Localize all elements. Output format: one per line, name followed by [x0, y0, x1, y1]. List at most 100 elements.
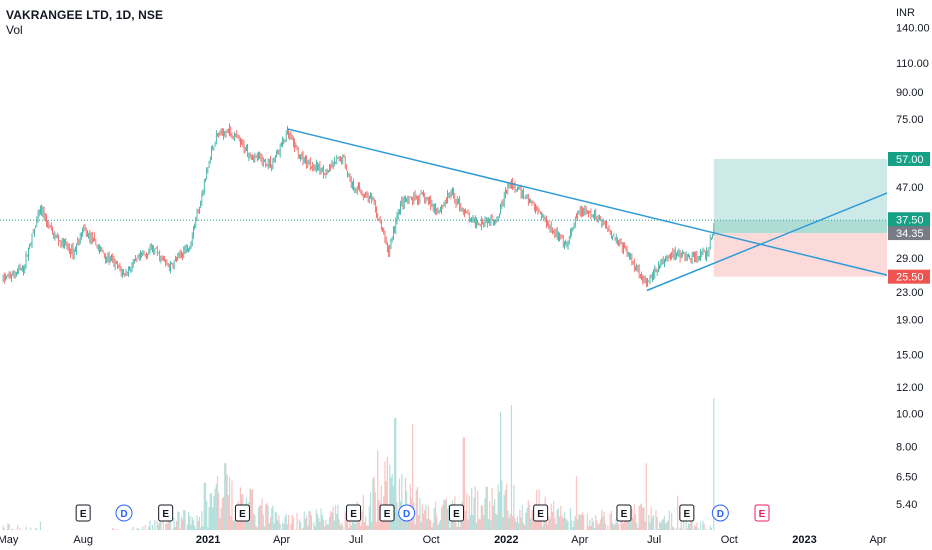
volume-bar — [499, 411, 502, 541]
volume-bar — [173, 518, 175, 541]
volume-bar — [344, 511, 346, 541]
volume-bar — [160, 516, 162, 541]
volume-bar — [445, 498, 447, 541]
volume-bar — [591, 517, 593, 541]
event-label: D — [120, 509, 127, 520]
volume-bar — [685, 514, 687, 541]
volume-bar — [610, 510, 613, 541]
volume-bar — [424, 509, 426, 541]
volume-bar — [680, 514, 682, 541]
volume-bar — [652, 515, 655, 541]
volume-bar — [477, 490, 479, 541]
volume-bar — [228, 477, 231, 541]
volume-bar — [574, 515, 576, 541]
volume-bar — [204, 482, 207, 541]
volume-bar — [548, 516, 550, 541]
volume-bar — [188, 511, 190, 541]
volume-bar — [501, 480, 503, 541]
price-tick-label: 23.00 — [896, 287, 924, 299]
badge-background — [888, 269, 930, 284]
price-tick-label: 8.00 — [896, 441, 917, 453]
volume-bar — [328, 517, 331, 541]
earnings-marker: E — [234, 504, 250, 522]
volume-bar — [331, 512, 333, 541]
volume-bar — [531, 510, 533, 541]
volume-bar — [419, 497, 421, 541]
volume-bar — [247, 518, 249, 541]
volume-bar — [486, 486, 488, 541]
price-tick-label: 10.00 — [896, 409, 924, 421]
volume-bar — [413, 502, 415, 541]
price-tick-label: 90.00 — [896, 87, 924, 99]
position-zones — [0, 158, 894, 277]
volume-bar — [444, 499, 446, 541]
time-tick-label: Apr — [571, 534, 588, 546]
volume-bar — [442, 504, 444, 541]
volume-bar — [504, 490, 507, 541]
dividend-icon — [115, 504, 133, 522]
volume-bar — [457, 517, 460, 541]
volume-bar — [183, 509, 185, 541]
volume-bar — [384, 461, 386, 541]
volume-bar — [516, 516, 519, 541]
earnings-marker: E — [346, 504, 362, 522]
volume-bar — [507, 510, 509, 541]
volume-bar — [254, 515, 256, 541]
dividend-icon — [711, 504, 729, 522]
volume-bar — [510, 404, 513, 541]
earnings-marker: E — [533, 504, 549, 522]
volume-bar — [509, 514, 511, 541]
volume-bar — [556, 509, 558, 541]
volume-bar — [428, 518, 431, 541]
volume-bar — [543, 514, 545, 541]
earnings-marker: E — [679, 504, 695, 522]
volume-bar — [433, 508, 435, 541]
volume-bar — [656, 516, 658, 541]
volume-bar — [540, 507, 543, 541]
volume-bar — [655, 509, 657, 541]
volume-bar — [251, 489, 254, 541]
dividend-marker: D — [398, 504, 416, 522]
volume-bar — [177, 511, 179, 541]
volume-bar — [473, 497, 475, 541]
time-tick-label: 2021 — [196, 534, 220, 546]
time-tick-label: Oct — [721, 534, 738, 546]
volume-bar — [495, 513, 497, 541]
volume-bar — [330, 511, 332, 541]
time-tick-label: Jul — [647, 534, 661, 546]
badge-value: 25.50 — [896, 272, 924, 284]
volume-bar — [602, 516, 604, 541]
earnings-icon — [75, 504, 91, 522]
volume-bar — [306, 515, 308, 541]
time-axis[interactable]: May Aug 2021 Apr Jul Oct 2022 Apr Jul Oct 2023 Apr — [0, 530, 887, 550]
volume-bar — [396, 502, 398, 541]
volume-bar — [178, 512, 180, 541]
volume-bar — [468, 495, 470, 541]
volume-bar — [643, 507, 645, 541]
volume-bar — [539, 511, 541, 541]
volume-bar — [332, 506, 334, 541]
volume-bar — [677, 495, 679, 541]
volume-bar — [616, 506, 619, 541]
volume-bar — [261, 498, 263, 541]
earnings-icon — [379, 504, 395, 522]
volume-bar — [389, 464, 391, 541]
time-axis-background — [0, 530, 887, 550]
badge-value: 37.50 — [896, 214, 924, 226]
volume-bar — [415, 489, 417, 541]
volume-bar — [650, 506, 652, 541]
volume-bar — [196, 515, 198, 541]
price-badge-stop: 25.50 — [888, 269, 930, 284]
time-tick-label: Aug — [73, 534, 93, 546]
time-tick-label: Oct — [423, 534, 440, 546]
volume-bar — [253, 513, 255, 541]
volume-bar — [481, 505, 484, 541]
volume-bar — [603, 511, 605, 541]
volume-bar — [203, 482, 205, 541]
volume-bar — [416, 487, 419, 541]
volume-bar — [521, 504, 523, 541]
volume-bar — [478, 518, 480, 541]
volume-bar — [514, 517, 516, 541]
volume-bar — [269, 517, 272, 541]
